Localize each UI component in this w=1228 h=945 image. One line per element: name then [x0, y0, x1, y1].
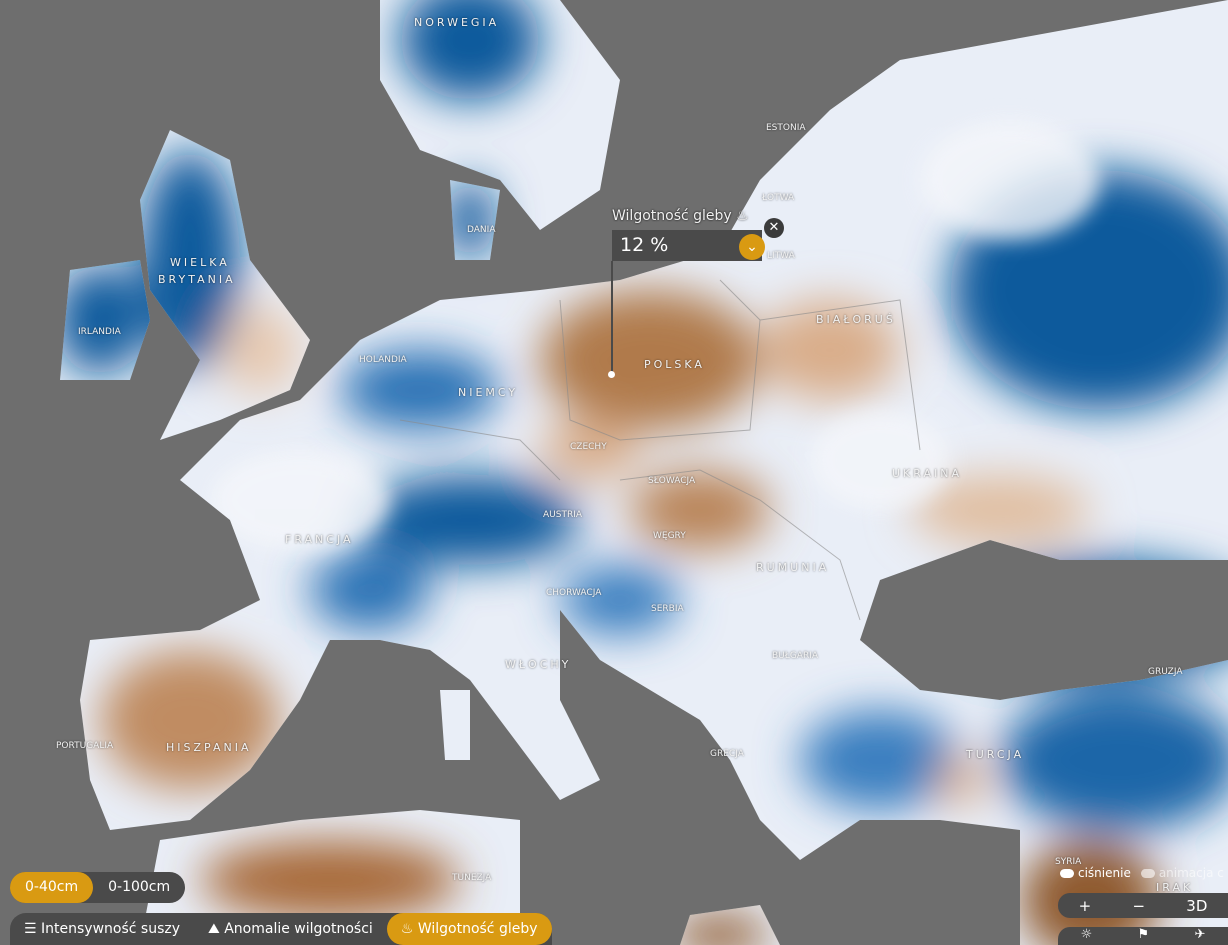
close-icon[interactable]: ✕ — [764, 218, 784, 238]
country-label: ŁOTWA — [762, 193, 795, 203]
country-label: LITWA — [767, 251, 795, 261]
zoom-out-button[interactable]: − — [1132, 896, 1146, 915]
country-label: HISZPANIA — [166, 741, 252, 754]
zoom-controls: + − 3D — [1058, 893, 1228, 918]
country-label: TURCJA — [966, 748, 1025, 761]
toggle-label: ciśnienie — [1078, 866, 1131, 880]
layer-label: Intensywność suszy — [41, 921, 180, 937]
layer-label: Wilgotność gleby — [417, 921, 538, 937]
toggle-label: animacja c — [1158, 866, 1224, 880]
animation-toggle[interactable]: animacja c — [1140, 866, 1224, 880]
depth-selector: 0-40cm 0-100cm — [10, 872, 186, 903]
country-label: CZECHY — [570, 442, 607, 452]
popup-title-text: Wilgotność gleby — [612, 208, 732, 224]
country-label: BRYTANIA — [158, 273, 236, 286]
layer-moisture-anomaly-button[interactable]: ⛰ Anomalie wilgotności — [194, 913, 387, 945]
country-label: WIELKA — [170, 256, 230, 269]
layer-drought-intensity-button[interactable]: ☰ Intensywność suszy — [10, 913, 194, 945]
country-label: SERBIA — [651, 604, 684, 614]
toggle-icon — [1140, 869, 1155, 878]
country-label: WŁOCHY — [505, 658, 572, 671]
country-label: TUNEZJA — [452, 873, 492, 883]
country-label: SŁOWACJA — [648, 476, 696, 486]
country-label: NIEMCY — [458, 386, 519, 399]
depth-0-40-button[interactable]: 0-40cm — [10, 872, 94, 903]
3d-button[interactable]: 3D — [1186, 896, 1208, 915]
country-label: IRLANDIA — [78, 327, 121, 337]
layer-soil-moisture-button[interactable]: ♨ Wilgotność gleby — [386, 913, 552, 945]
soil-moisture-icon: ♨ — [400, 921, 414, 937]
country-label: FRANCJA — [285, 533, 354, 546]
layer-selector: ☰ Intensywność suszy ⛰ Anomalie wilgotno… — [10, 913, 552, 945]
country-label: UKRAINA — [892, 467, 962, 480]
popup-title: Wilgotność gleby ♨ — [612, 208, 749, 224]
country-label: RUMUNIA — [756, 561, 830, 574]
country-label: WĘGRY — [653, 531, 686, 541]
drought-icon: ☰ — [24, 921, 37, 937]
country-label: HOLANDIA — [359, 355, 407, 365]
chevron-down-icon[interactable]: ⌄ — [739, 234, 765, 260]
country-label: IRAK — [1156, 881, 1194, 894]
pressure-toggle[interactable]: ciśnienie — [1060, 866, 1131, 880]
soil-moisture-icon: ♨ — [736, 208, 749, 224]
country-label: SYRIA — [1055, 857, 1082, 867]
country-label: GRECJA — [710, 749, 744, 759]
overlay-toggles: ciśnienie animacja c — [1060, 866, 1224, 880]
country-label: NORWEGIA — [414, 16, 500, 29]
country-label: PORTUGALIA — [56, 741, 114, 751]
weather-icon[interactable]: ☼ — [1080, 927, 1093, 942]
country-label: BIAŁORUŚ — [816, 313, 896, 326]
location-marker[interactable] — [608, 371, 615, 378]
country-label: AUSTRIA — [543, 510, 583, 520]
flag-icon[interactable]: ⚑ — [1137, 927, 1150, 942]
country-label: GRUZJA — [1148, 667, 1183, 677]
country-label: ESTONIA — [766, 123, 806, 133]
country-label: POLSKA — [644, 358, 705, 371]
country-label: DANIA — [467, 225, 496, 235]
country-label: BUŁGARIA — [772, 651, 819, 661]
map-tools: ☼ ⚑ ✈ — [1058, 927, 1228, 945]
zoom-in-button[interactable]: + — [1078, 896, 1092, 915]
depth-0-100-button[interactable]: 0-100cm — [108, 879, 171, 895]
popup-pointer — [611, 261, 613, 374]
toggle-icon — [1060, 869, 1074, 878]
popup-value: 12 % — [612, 230, 762, 261]
country-label: CHORWACJA — [546, 588, 602, 598]
layer-label: Anomalie wilgotności — [224, 921, 373, 937]
anomaly-icon: ⛰ — [208, 921, 220, 937]
airplane-icon[interactable]: ✈ — [1194, 927, 1206, 942]
